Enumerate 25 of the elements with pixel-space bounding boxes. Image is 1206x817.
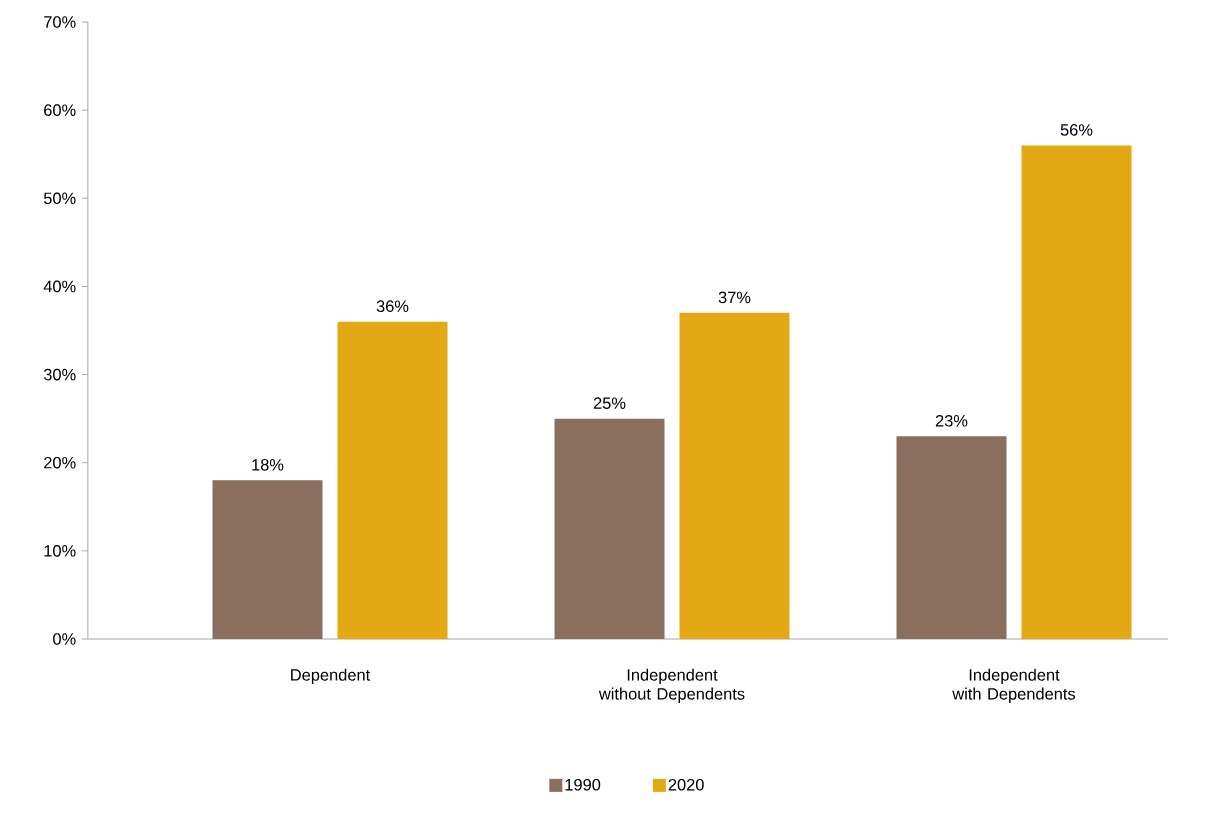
bar [896,436,1007,639]
y-tick-label: 50% [43,192,76,205]
x-tick-label: Independent without Dependents [598,668,745,703]
data-label: 36% [376,300,409,312]
y-tick-label: 20% [44,456,76,469]
bar [212,480,323,639]
legend-label: 1990 [565,778,601,791]
data-label: 18% [252,459,284,471]
x-tick-label: Independent with Dependents [952,668,1076,703]
y-tick-label: 40% [43,280,76,293]
bar [1021,145,1132,639]
data-label: 56% [1060,124,1093,136]
data-label: 37% [718,291,751,304]
bar [337,321,448,639]
bar [679,312,790,639]
y-tick-label: 10% [44,545,76,557]
legend-label: 2020 [668,778,704,791]
data-label: 23% [935,414,968,427]
y-tick-label: 30% [43,368,76,381]
data-label: 25% [593,397,626,409]
y-tick-label: 0% [53,633,76,645]
x-tick-label: Dependent [291,668,371,684]
y-tick-label: 60% [44,104,76,116]
y-tick-label: 70% [44,16,76,28]
bar [554,418,665,639]
